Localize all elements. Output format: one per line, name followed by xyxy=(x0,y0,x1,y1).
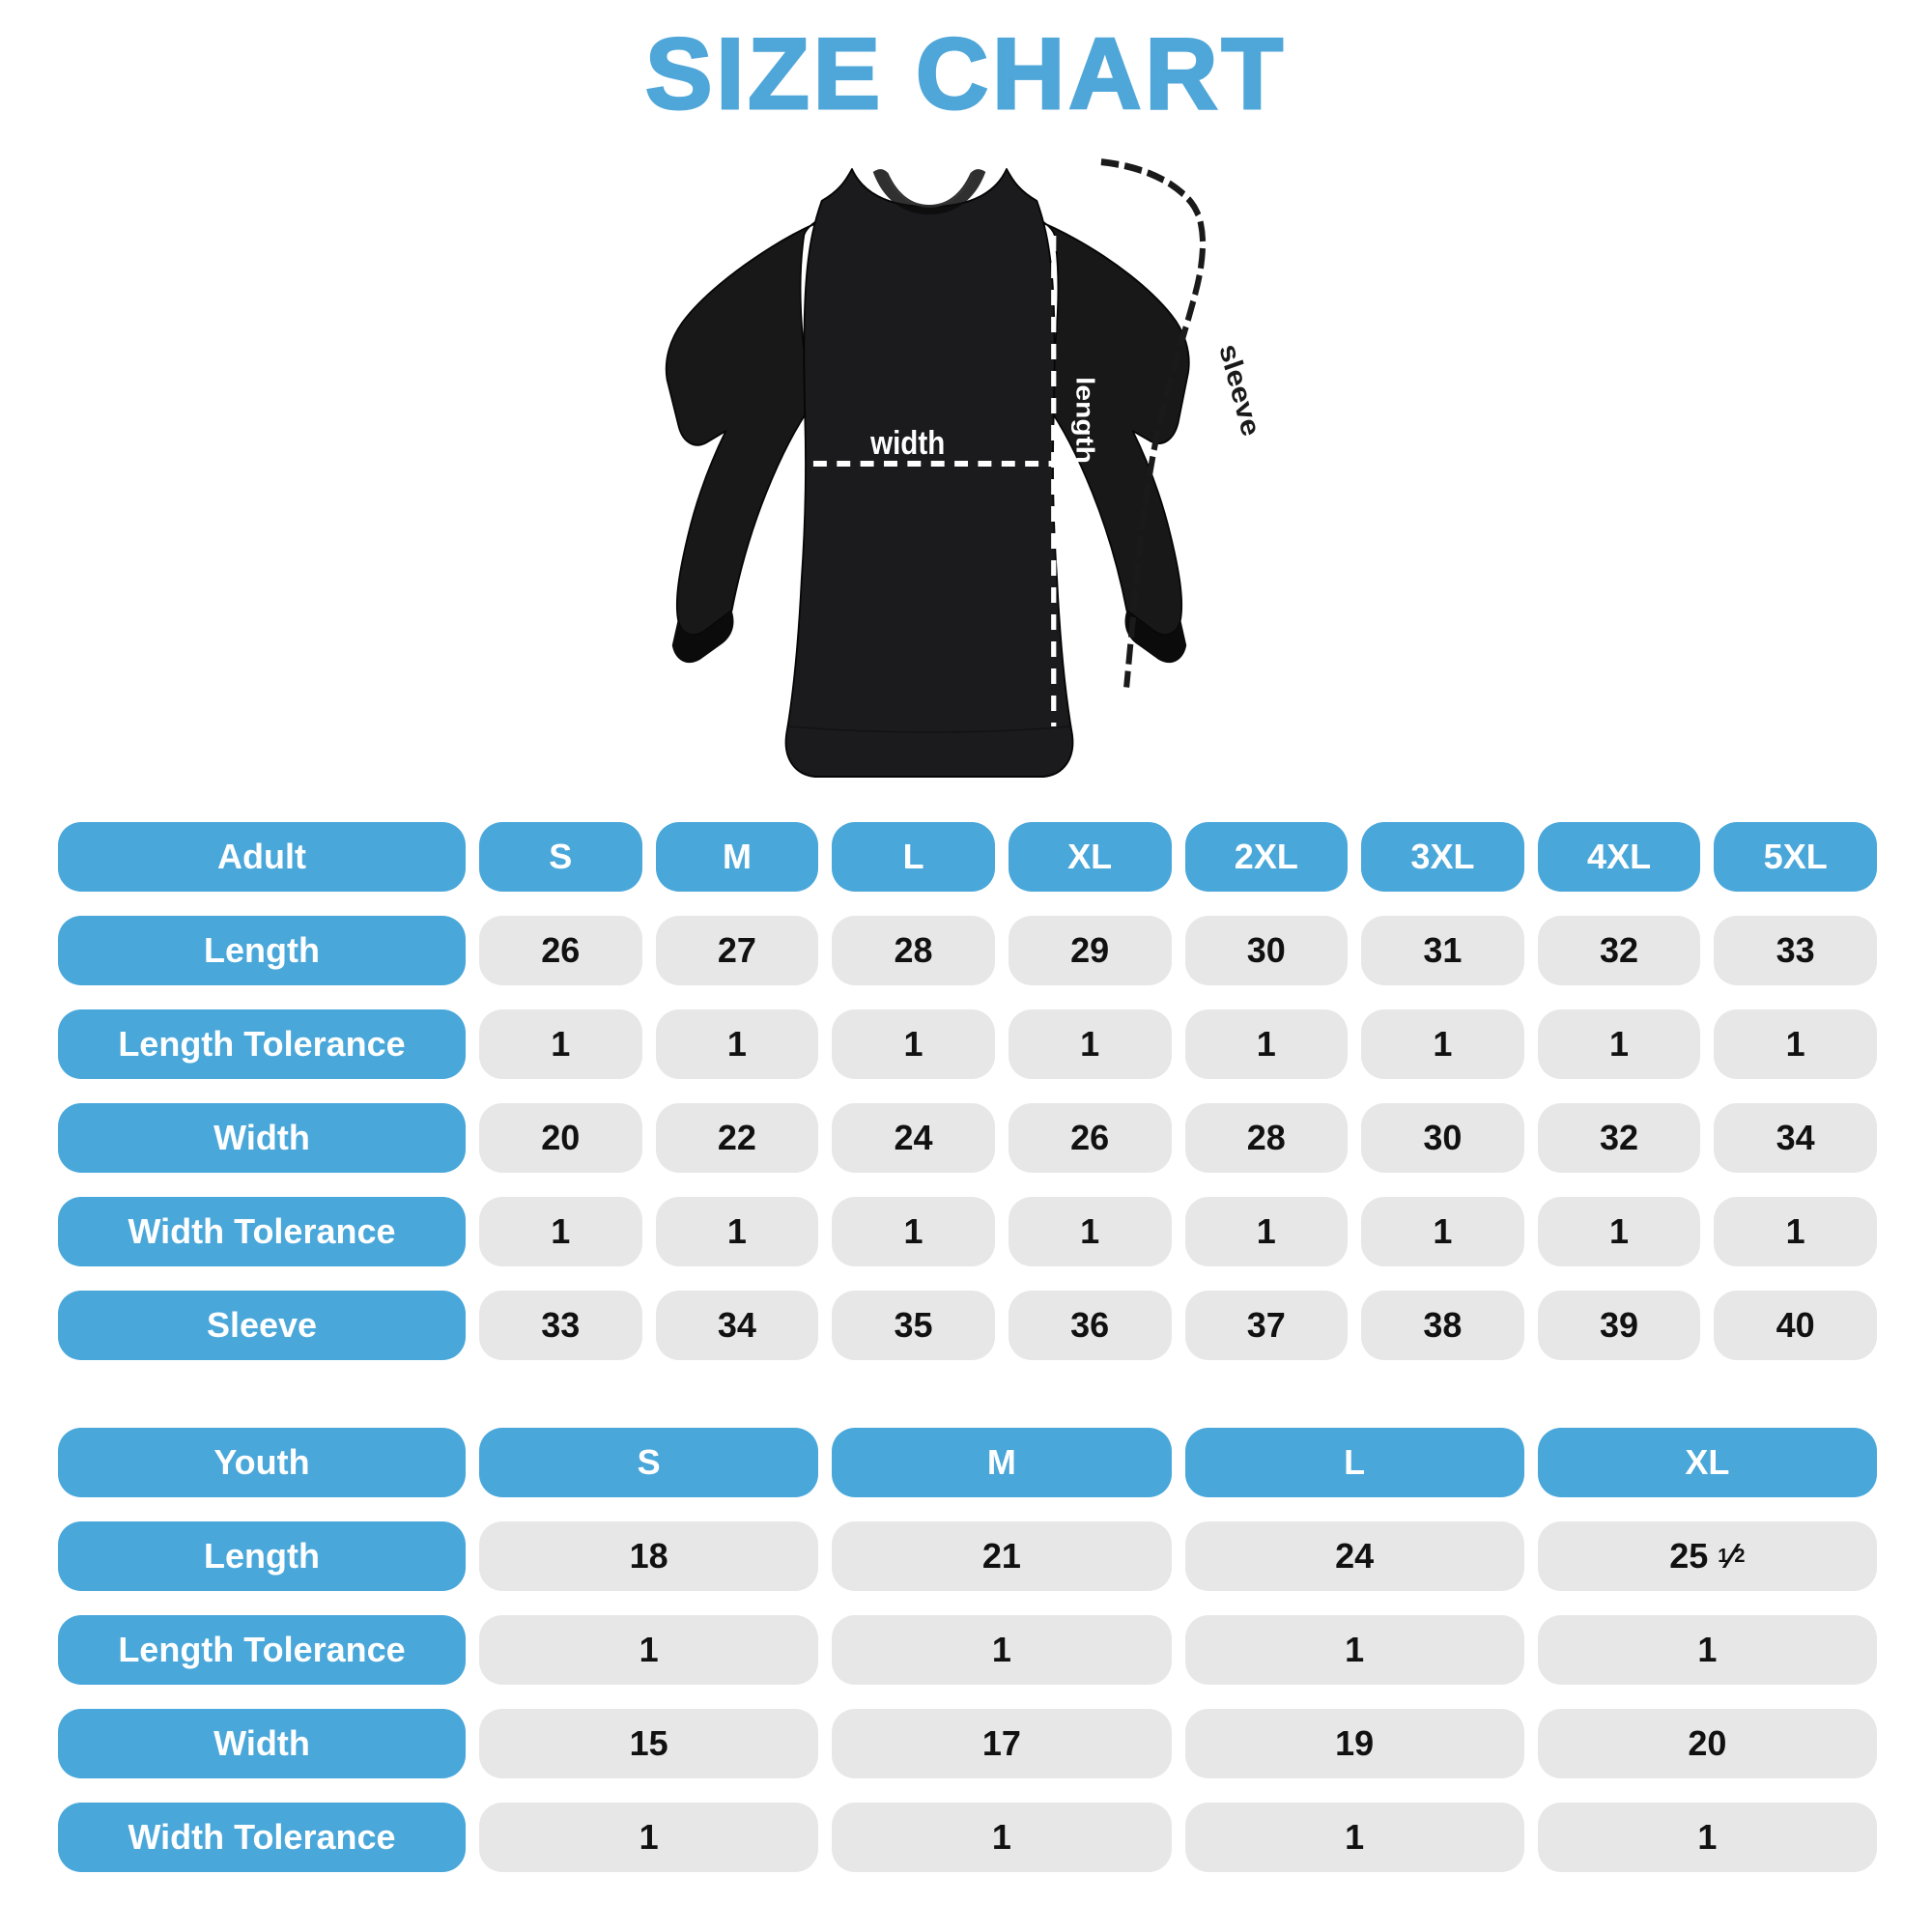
svg-text:width: width xyxy=(869,424,945,461)
svg-text:length: length xyxy=(1071,377,1099,464)
svg-text:sleeve: sleeve xyxy=(1213,340,1265,440)
